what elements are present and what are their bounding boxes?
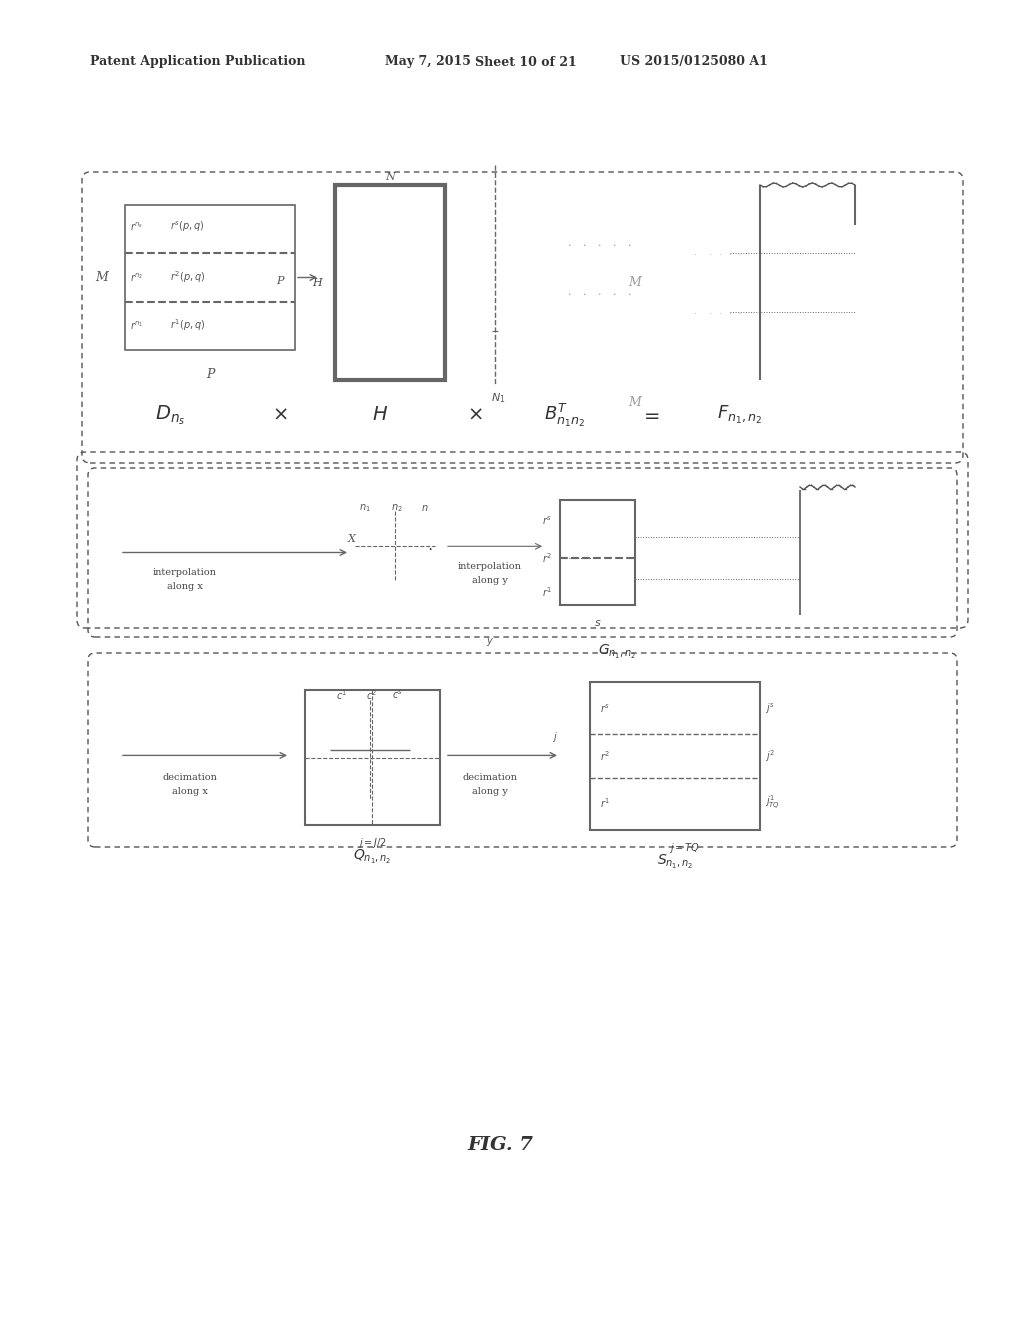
Text: along x: along x (172, 787, 208, 796)
Text: $c^1$: $c^1$ (336, 688, 347, 702)
Text: M: M (628, 276, 641, 289)
Text: .: . (583, 288, 586, 297)
Text: P: P (206, 368, 214, 381)
Text: $\times$: $\times$ (467, 407, 482, 424)
Text: decimation: decimation (462, 774, 517, 781)
Text: interpolation: interpolation (458, 562, 522, 570)
Text: $D_{n_s}$: $D_{n_s}$ (155, 403, 185, 426)
Text: .: . (728, 249, 731, 257)
Bar (305, 690, 439, 825)
Text: M: M (95, 271, 108, 284)
Text: Sheet 10 of 21: Sheet 10 of 21 (475, 55, 576, 69)
Text: .: . (718, 249, 720, 257)
Text: $j^s$: $j^s$ (764, 701, 774, 715)
Text: May 7, 2015: May 7, 2015 (384, 55, 471, 69)
Text: $r^s$: $r^s$ (541, 515, 551, 527)
Text: $c^2$: $c^2$ (366, 688, 377, 702)
Text: .: . (568, 288, 572, 297)
Text: US 2015/0125080 A1: US 2015/0125080 A1 (620, 55, 767, 69)
Text: .: . (728, 308, 731, 315)
Text: $r^2$: $r^2$ (599, 750, 609, 763)
Text: $r^2$: $r^2$ (541, 550, 551, 565)
Text: $j^1_{TQ}$: $j^1_{TQ}$ (764, 795, 780, 812)
Text: $r^{n_1}$: $r^{n_1}$ (129, 319, 144, 331)
Text: .: . (693, 249, 696, 257)
Bar (559, 500, 635, 605)
Bar (589, 682, 759, 830)
Text: $n_1$: $n_1$ (359, 503, 371, 515)
Text: $j$: $j$ (551, 730, 557, 744)
Text: $j=TQ$: $j=TQ$ (668, 841, 700, 855)
Text: .: . (598, 239, 601, 248)
Text: $n$: $n$ (421, 503, 428, 513)
Text: .: . (583, 239, 586, 248)
Text: $y$: $y$ (485, 636, 493, 648)
Bar (125, 205, 294, 350)
Text: .: . (568, 239, 572, 248)
Text: H: H (312, 277, 322, 288)
Text: $r^s$: $r^s$ (599, 702, 609, 715)
Text: .: . (708, 249, 710, 257)
Text: $\times$: $\times$ (272, 407, 287, 424)
Text: $r^s(p,q)$: $r^s(p,q)$ (170, 219, 205, 234)
Text: $\cdot$: $\cdot$ (427, 541, 432, 558)
Text: N: N (385, 172, 394, 182)
Text: .: . (738, 249, 741, 257)
Text: $B^T_{n_1 n_2}$: $B^T_{n_1 n_2}$ (544, 401, 585, 429)
Text: along y: along y (472, 576, 507, 585)
Text: Patent Application Publication: Patent Application Publication (90, 55, 306, 69)
Text: .: . (612, 239, 616, 248)
Text: $G_{n_1, n_2}$: $G_{n_1, n_2}$ (598, 643, 636, 661)
Text: $r^1(p,q)$: $r^1(p,q)$ (170, 317, 205, 333)
Text: along x: along x (167, 582, 203, 591)
Text: .: . (628, 288, 631, 297)
Bar (334, 185, 444, 380)
Text: FIG. 7: FIG. 7 (467, 1137, 533, 1154)
Text: $n_2$: $n_2$ (390, 503, 403, 515)
Text: M: M (628, 396, 641, 408)
Text: interpolation: interpolation (153, 568, 217, 577)
Text: .: . (708, 308, 710, 315)
Text: P: P (276, 276, 283, 285)
Text: $j=J/2$: $j=J/2$ (358, 836, 386, 850)
Text: $S_{n_1, n_2}$: $S_{n_1, n_2}$ (656, 853, 693, 871)
Text: X: X (347, 533, 356, 544)
Text: $H$: $H$ (372, 407, 387, 424)
Text: $=$: $=$ (639, 407, 659, 424)
Text: .: . (598, 288, 601, 297)
Text: $F_{n_1, n_2}$: $F_{n_1, n_2}$ (716, 404, 762, 426)
Text: $Q_{n_1, n_2}$: $Q_{n_1, n_2}$ (353, 847, 391, 866)
Text: $N_1$: $N_1$ (490, 391, 504, 405)
Text: .: . (718, 308, 720, 315)
Text: .: . (612, 288, 616, 297)
Text: along y: along y (472, 787, 507, 796)
Text: $r^{n_2}$: $r^{n_2}$ (129, 272, 144, 284)
Text: .: . (738, 308, 741, 315)
Text: $s$: $s$ (593, 618, 600, 628)
Text: .: . (693, 308, 696, 315)
Text: $r^{n_s}$: $r^{n_s}$ (129, 220, 144, 232)
Text: $r^1$: $r^1$ (541, 586, 551, 599)
Text: decimation: decimation (162, 774, 217, 781)
Text: .: . (628, 239, 631, 248)
Text: $r^2(p,q)$: $r^2(p,q)$ (170, 269, 205, 285)
Text: $c^s$: $c^s$ (392, 689, 404, 701)
Text: $r^1$: $r^1$ (599, 796, 609, 810)
Text: $j^2$: $j^2$ (764, 748, 774, 764)
